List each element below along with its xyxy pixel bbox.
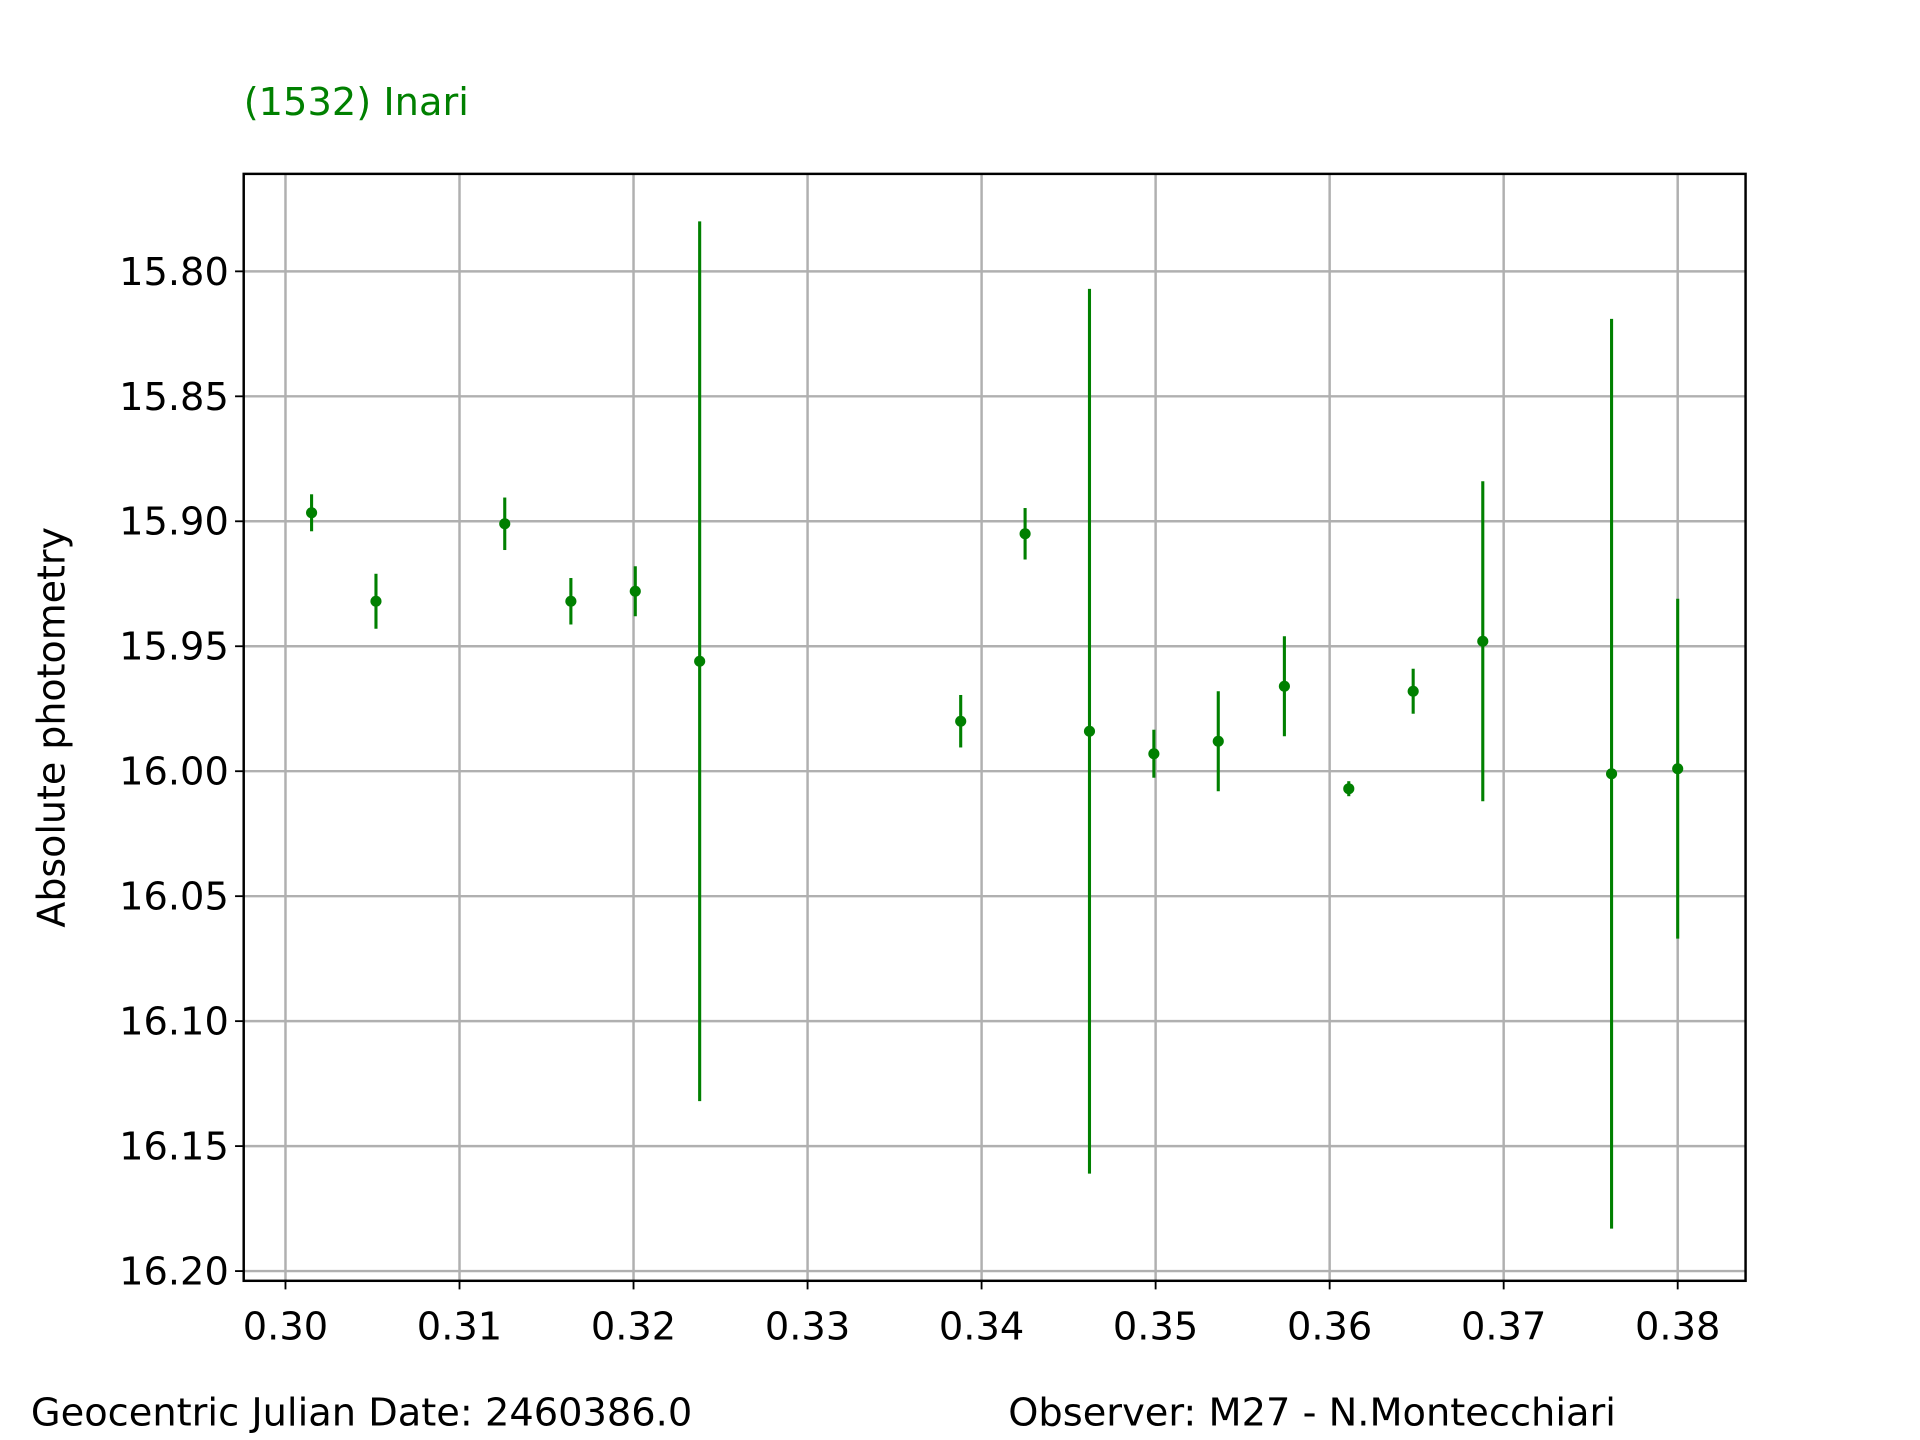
y-tick-label: 16.10 — [119, 1000, 229, 1044]
data-point — [1148, 748, 1160, 760]
footer-date: Geocentric Julian Date: 2460386.0 — [31, 1390, 692, 1434]
x-tick-label: 0.30 — [243, 1305, 328, 1349]
x-tick-label: 0.38 — [1635, 1305, 1720, 1349]
data-point — [629, 585, 641, 597]
data-point — [1605, 768, 1618, 780]
x-tick-label: 0.36 — [1287, 1305, 1372, 1349]
y-tick-label: 16.00 — [119, 750, 229, 794]
y-tick-label: 15.90 — [119, 500, 229, 544]
x-tick-label: 0.33 — [765, 1305, 850, 1349]
data-point — [370, 595, 382, 607]
data-point — [1477, 635, 1489, 647]
x-tick-label: 0.32 — [591, 1305, 676, 1349]
x-tick-label: 0.31 — [417, 1305, 502, 1349]
data-point — [1212, 735, 1224, 747]
data-point — [1672, 763, 1684, 775]
y-axis-label: Absolute photometry — [29, 527, 73, 928]
data-point — [955, 715, 967, 727]
data-point — [499, 518, 511, 530]
y-tick-label: 16.15 — [119, 1125, 229, 1169]
data-point — [306, 507, 318, 519]
data-point — [1019, 528, 1031, 540]
y-tick-label: 15.85 — [119, 375, 229, 419]
y-tick-label: 15.80 — [119, 250, 229, 294]
data-point — [694, 655, 706, 667]
y-tick-label: 16.20 — [119, 1250, 229, 1294]
x-tick-label: 0.37 — [1461, 1305, 1546, 1349]
data-point — [1343, 783, 1355, 795]
data-point — [565, 595, 577, 607]
y-tick-label: 16.05 — [119, 875, 229, 919]
x-tick-label: 0.34 — [939, 1305, 1024, 1349]
data-point — [1083, 725, 1096, 737]
footer-observer: Observer: M27 - N.Montecchiari — [1008, 1390, 1616, 1434]
x-tick-label: 0.35 — [1113, 1305, 1198, 1349]
data-point — [1407, 685, 1419, 697]
y-tick-label: 15.95 — [119, 625, 229, 669]
plot-frame — [242, 172, 1747, 1283]
data-point — [1278, 680, 1290, 692]
chart-title: (1532) Inari — [244, 80, 469, 124]
